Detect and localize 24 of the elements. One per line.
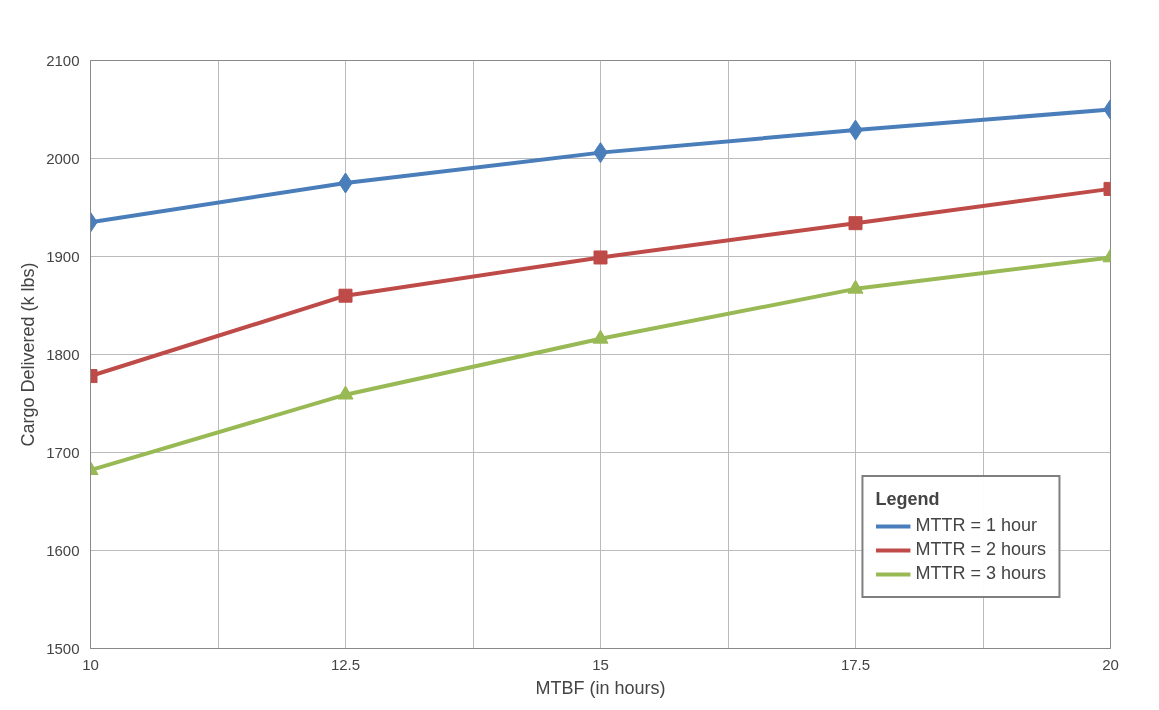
x-tick-label: 12.5 bbox=[330, 655, 361, 673]
x-axis-title: MTBF (in hours) bbox=[535, 677, 666, 698]
y-axis-title: Cargo Delivered (k lbs) bbox=[18, 262, 39, 447]
y-tick-label: 1700 bbox=[46, 443, 80, 461]
point bbox=[337, 385, 354, 400]
legend-label: MTTR = 2 hours bbox=[915, 539, 1046, 560]
legend-title: Legend bbox=[875, 489, 941, 510]
y-tick-label: 2100 bbox=[46, 51, 80, 69]
y-tick-label: 1800 bbox=[46, 345, 80, 363]
point bbox=[338, 288, 353, 303]
point bbox=[592, 329, 609, 344]
point bbox=[593, 250, 608, 265]
x-tick-label: 15 bbox=[592, 655, 609, 673]
x-tick-label: 17.5 bbox=[840, 655, 871, 673]
legend-label: MTTR = 1 hour bbox=[915, 515, 1037, 536]
point bbox=[847, 279, 864, 294]
legend-label: MTTR = 3 hours bbox=[915, 563, 1046, 584]
x-tick-label: 20 bbox=[1102, 655, 1119, 673]
y-tick-label: 1600 bbox=[46, 541, 80, 559]
y-tick-label: 2000 bbox=[46, 149, 80, 167]
y-tick-label: 1900 bbox=[46, 247, 80, 265]
point bbox=[848, 216, 863, 231]
x-tick-label: 10 bbox=[82, 655, 99, 673]
y-tick-label: 1500 bbox=[46, 639, 80, 657]
